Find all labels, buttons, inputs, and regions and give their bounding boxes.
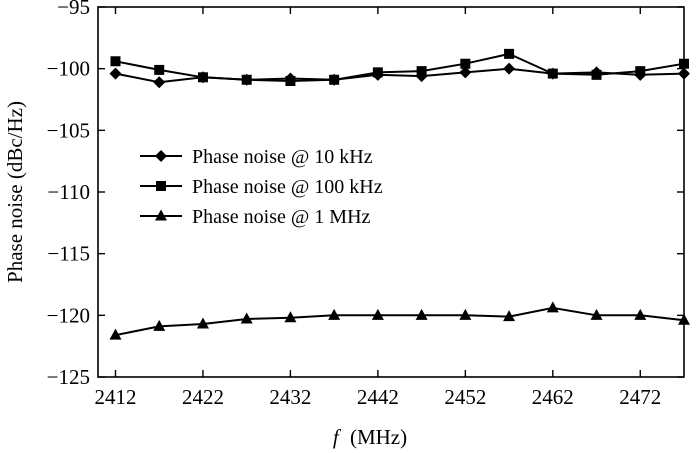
data-point xyxy=(109,67,122,80)
data-point xyxy=(154,64,165,75)
data-point xyxy=(460,58,471,69)
data-point xyxy=(241,74,252,85)
x-tick-label: 2432 xyxy=(269,385,311,409)
x-axis-label-symbol: f xyxy=(333,425,342,449)
series-line xyxy=(115,52,685,83)
legend-item: Phase noise @ 10 kHz xyxy=(140,146,373,168)
data-point xyxy=(635,66,646,77)
x-tick-label: 2462 xyxy=(532,385,574,409)
series-square xyxy=(110,48,689,86)
data-point xyxy=(416,66,427,77)
data-point xyxy=(197,72,208,83)
data-point xyxy=(503,62,516,75)
x-axis-ticks: 2412 2422 2432 2442 2452 2462 2472 xyxy=(94,7,661,409)
data-point xyxy=(285,76,296,86)
y-tick-label: −110 xyxy=(47,180,90,204)
data-point xyxy=(110,56,121,67)
y-axis-title: Phase noise (dBc/Hz) xyxy=(3,101,27,283)
y-tick-label: −105 xyxy=(47,118,90,142)
data-point xyxy=(240,312,253,324)
legend-item: Phase noise @ 1 MHz xyxy=(140,206,371,228)
data-point xyxy=(415,308,428,320)
x-axis-label: f (MHz) xyxy=(333,425,407,449)
data-point xyxy=(329,74,340,85)
x-tick-label: 2412 xyxy=(94,385,136,409)
data-point xyxy=(591,69,602,80)
series-layer xyxy=(109,48,690,340)
x-axis-label-unit: (MHz) xyxy=(350,425,407,449)
data-point xyxy=(590,308,603,320)
data-point xyxy=(546,301,559,313)
plot-area: −95 −100 −105 −110 −115 −120 −125 2412 2422 2432… xyxy=(47,0,690,409)
data-point xyxy=(678,313,690,325)
x-tick-label: 2452 xyxy=(444,385,486,409)
x-tick-label: 2442 xyxy=(357,385,399,409)
legend-label: Phase noise @ 10 kHz xyxy=(192,146,373,168)
data-point xyxy=(371,308,384,320)
legend-marker xyxy=(155,150,167,162)
data-point xyxy=(504,48,515,59)
data-point xyxy=(328,308,341,320)
series-line xyxy=(115,306,685,337)
series-triangle xyxy=(109,301,690,340)
data-point xyxy=(678,67,690,80)
y-axis-label: Phase noise (dBc/Hz) xyxy=(3,101,27,283)
y-tick-label: −125 xyxy=(47,365,90,389)
legend-label: Phase noise @ 1 MHz xyxy=(192,206,371,228)
data-point xyxy=(372,67,383,78)
data-point xyxy=(547,68,558,79)
legend-marker xyxy=(156,181,166,191)
legend-marker xyxy=(155,209,167,221)
x-tick-label: 2422 xyxy=(182,385,224,409)
y-tick-label: −120 xyxy=(47,303,90,327)
y-tick-label: −100 xyxy=(47,57,90,81)
legend-item: Phase noise @ 100 kHz xyxy=(140,176,383,198)
y-axis-ticks: −95 −100 −105 −110 −115 −120 −125 xyxy=(47,0,684,389)
data-point xyxy=(196,317,209,329)
legend: Phase noise @ 10 kHz Phase noise @ 100 kH… xyxy=(140,146,383,228)
x-tick-label: 2472 xyxy=(619,385,661,409)
y-tick-label: −115 xyxy=(47,242,90,266)
data-point xyxy=(153,319,166,331)
data-point xyxy=(459,66,472,79)
data-point xyxy=(109,328,122,340)
data-point xyxy=(284,311,297,323)
data-point xyxy=(634,308,647,320)
plot-frame xyxy=(97,6,685,378)
y-tick-label: −95 xyxy=(57,0,90,19)
legend-label: Phase noise @ 100 kHz xyxy=(192,176,383,198)
data-point xyxy=(153,76,166,89)
data-point xyxy=(459,308,472,320)
data-point xyxy=(503,310,516,322)
data-point xyxy=(679,58,689,69)
